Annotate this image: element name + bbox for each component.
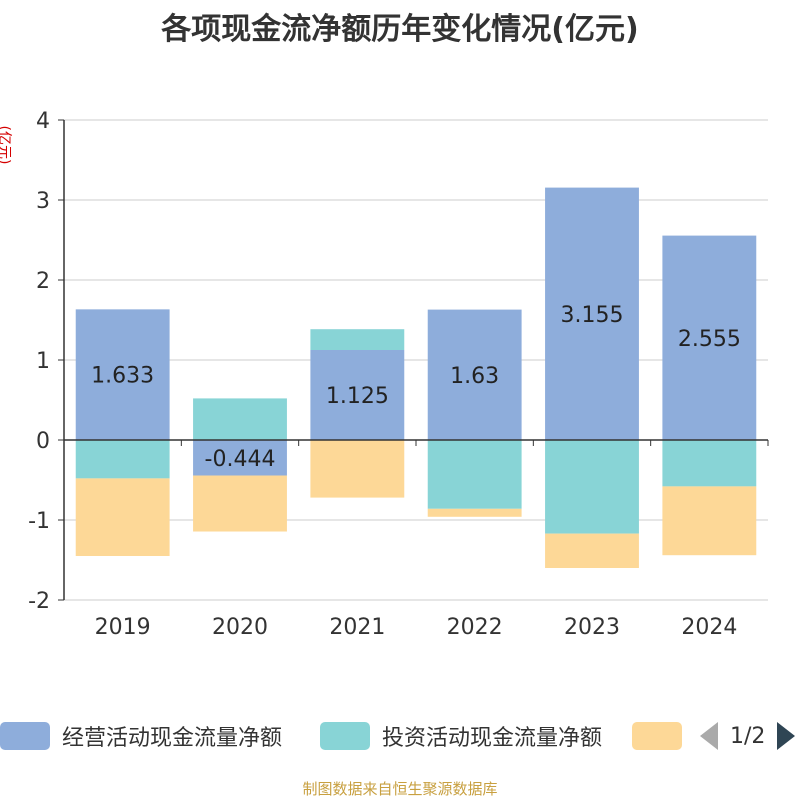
bar-2-2023 [545,440,639,534]
y-tick-label: 0 [36,429,50,454]
bar-1-2024 [662,235,757,440]
legend-pager: 1/2 [700,720,796,752]
legend-label-operating: 经营活动现金流量净额 [62,726,283,751]
bar-1-2019 [75,309,170,440]
gridlines [64,119,768,601]
data-label: 1.63 [450,364,499,389]
x-tick-label: 2023 [564,615,620,640]
y-tick-label: 1 [36,349,50,374]
legend: 经营活动现金流量净额 投资活动现金流量净额 1/2 [0,716,800,756]
legend-swatch-financing [632,722,682,750]
bar-2-2020 [193,398,287,440]
bar-2-2019 [75,440,170,479]
bar-3-2021 [310,440,405,498]
bar-1-2023 [545,187,639,440]
legend-prev-page-icon[interactable] [700,722,718,750]
y-tick-label: -2 [28,589,50,614]
source-footnote: 制图数据来自恒生聚源数据库 [302,780,498,798]
x-tick-label: 2020 [212,615,268,640]
y-tick-label: 2 [36,269,50,294]
chart-title: 各项现金流净额历年变化情况(亿元) [161,12,639,47]
x-tick-label: 2022 [447,615,503,640]
legend-swatch-investing [320,722,370,750]
legend-item-financing[interactable] [632,720,682,752]
bar-3-2019 [75,478,170,556]
y-tick-label: 4 [36,109,50,134]
data-label: -0.444 [205,447,276,472]
bars [75,187,757,568]
bar-1-2021 [310,350,405,440]
legend-item-investing[interactable]: 投资活动现金流量净额 [320,720,602,752]
x-tick-label: 2019 [95,615,151,640]
legend-next-page-icon[interactable] [777,722,796,750]
legend-page-indicator: 1/2 [730,723,766,749]
axes: -2 -1 0 1 2 3 4 2019 2020 2021 2022 2023 2024 [28,109,769,640]
data-label: 2.555 [678,327,741,352]
bar-1-2020 [193,440,287,476]
data-label: 1.633 [91,364,154,389]
bar-2-2022 [427,440,522,509]
data-label: 3.155 [561,303,624,328]
bar-3-2023 [545,533,639,568]
y-tick-label: -1 [28,509,50,534]
x-tick-label: 2024 [681,615,737,640]
y-tick-label: 3 [36,189,50,214]
bar-3-2020 [193,475,287,532]
bar-3-2022 [427,508,522,517]
bar-3-2024 [662,486,757,556]
data-label: 1.125 [326,384,389,409]
legend-label-investing: 投资活动现金流量净额 [382,726,603,751]
x-tick-label: 2021 [329,615,385,640]
data-labels: 1.633 -0.444 1.125 1.63 3.155 2.555 [91,303,741,472]
legend-swatch-operating [0,722,50,750]
bar-2-2024 [662,440,757,487]
legend-item-operating[interactable]: 经营活动现金流量净额 [0,720,282,752]
bar-chart: 1.633 -0.444 1.125 1.63 3.155 2.555 -2 -1 0 1 2 3 4… [28,109,769,640]
bar-2-2021 [310,329,405,350]
bar-1-2022 [427,309,522,440]
